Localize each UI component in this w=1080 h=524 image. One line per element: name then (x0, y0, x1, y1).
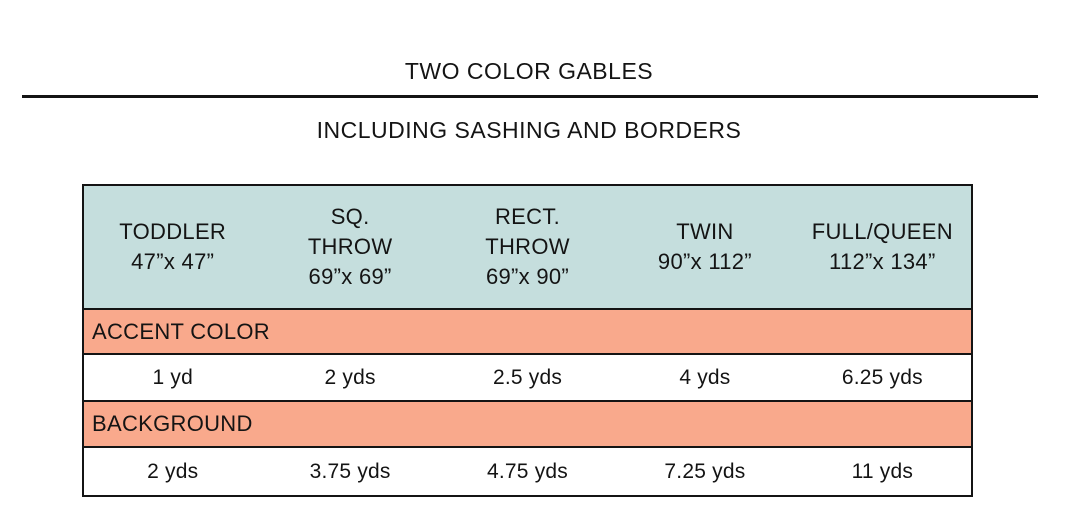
column-header-toddler: TODDLER 47”x 47” (84, 186, 261, 308)
section-row-background: BACKGROUND (84, 402, 971, 449)
column-header-sq-throw: SQ. THROW 69”x 69” (261, 186, 438, 308)
yardage-value: 1 yd (152, 365, 193, 389)
yardage-value: 4 yds (679, 365, 731, 389)
values-row-accent-color: 1 yd 2 yds 2.5 yds 4 yds 6.25 yds (84, 355, 971, 403)
column-size: 112”x 134” (829, 248, 936, 274)
section-row-accent-color: ACCENT COLOR (84, 309, 971, 356)
yardage-value: 2.5 yds (492, 365, 563, 389)
column-size: 90”x 112” (657, 248, 752, 274)
yardage-value: 2 yds (324, 365, 376, 389)
column-header-full-queen: FULL/QUEEN 112”x 134” (794, 186, 971, 308)
column-header-rect-throw: RECT. THROW 69”x 90” (439, 186, 616, 308)
yardage-value: 11 yds (851, 459, 914, 483)
yardage-table: TODDLER 47”x 47” SQ. THROW 69”x 69” RECT… (82, 184, 973, 497)
column-size: 69”x 69” (308, 263, 392, 289)
column-name: TWIN (676, 218, 734, 244)
column-header-twin: TWIN 90”x 112” (616, 186, 793, 308)
column-name: SQ. THROW (307, 203, 393, 259)
values-row-background: 2 yds 3.75 yds 4.75 yds 7.25 yds 11 yds (84, 448, 971, 495)
page-subtitle: INCLUDING SASHING AND BORDERS (316, 117, 742, 143)
table-header-row: TODDLER 47”x 47” SQ. THROW 69”x 69” RECT… (84, 186, 971, 310)
yardage-value: 6.25 yds (841, 365, 923, 389)
yardage-value: 2 yds (147, 459, 199, 483)
column-name: FULL/QUEEN (811, 218, 953, 244)
title-divider (22, 95, 1038, 98)
section-label: ACCENT COLOR (92, 318, 270, 344)
column-name: TODDLER (119, 218, 227, 244)
section-label: BACKGROUND (92, 411, 253, 437)
column-name: RECT. THROW (485, 203, 570, 259)
yardage-value: 7.25 yds (664, 459, 746, 483)
page-title: TWO COLOR GABLES (404, 58, 654, 84)
yardage-value: 3.75 yds (309, 459, 391, 483)
column-size: 69”x 90” (485, 263, 570, 289)
column-size: 47”x 47” (131, 248, 215, 274)
yardage-value: 4.75 yds (487, 459, 569, 483)
